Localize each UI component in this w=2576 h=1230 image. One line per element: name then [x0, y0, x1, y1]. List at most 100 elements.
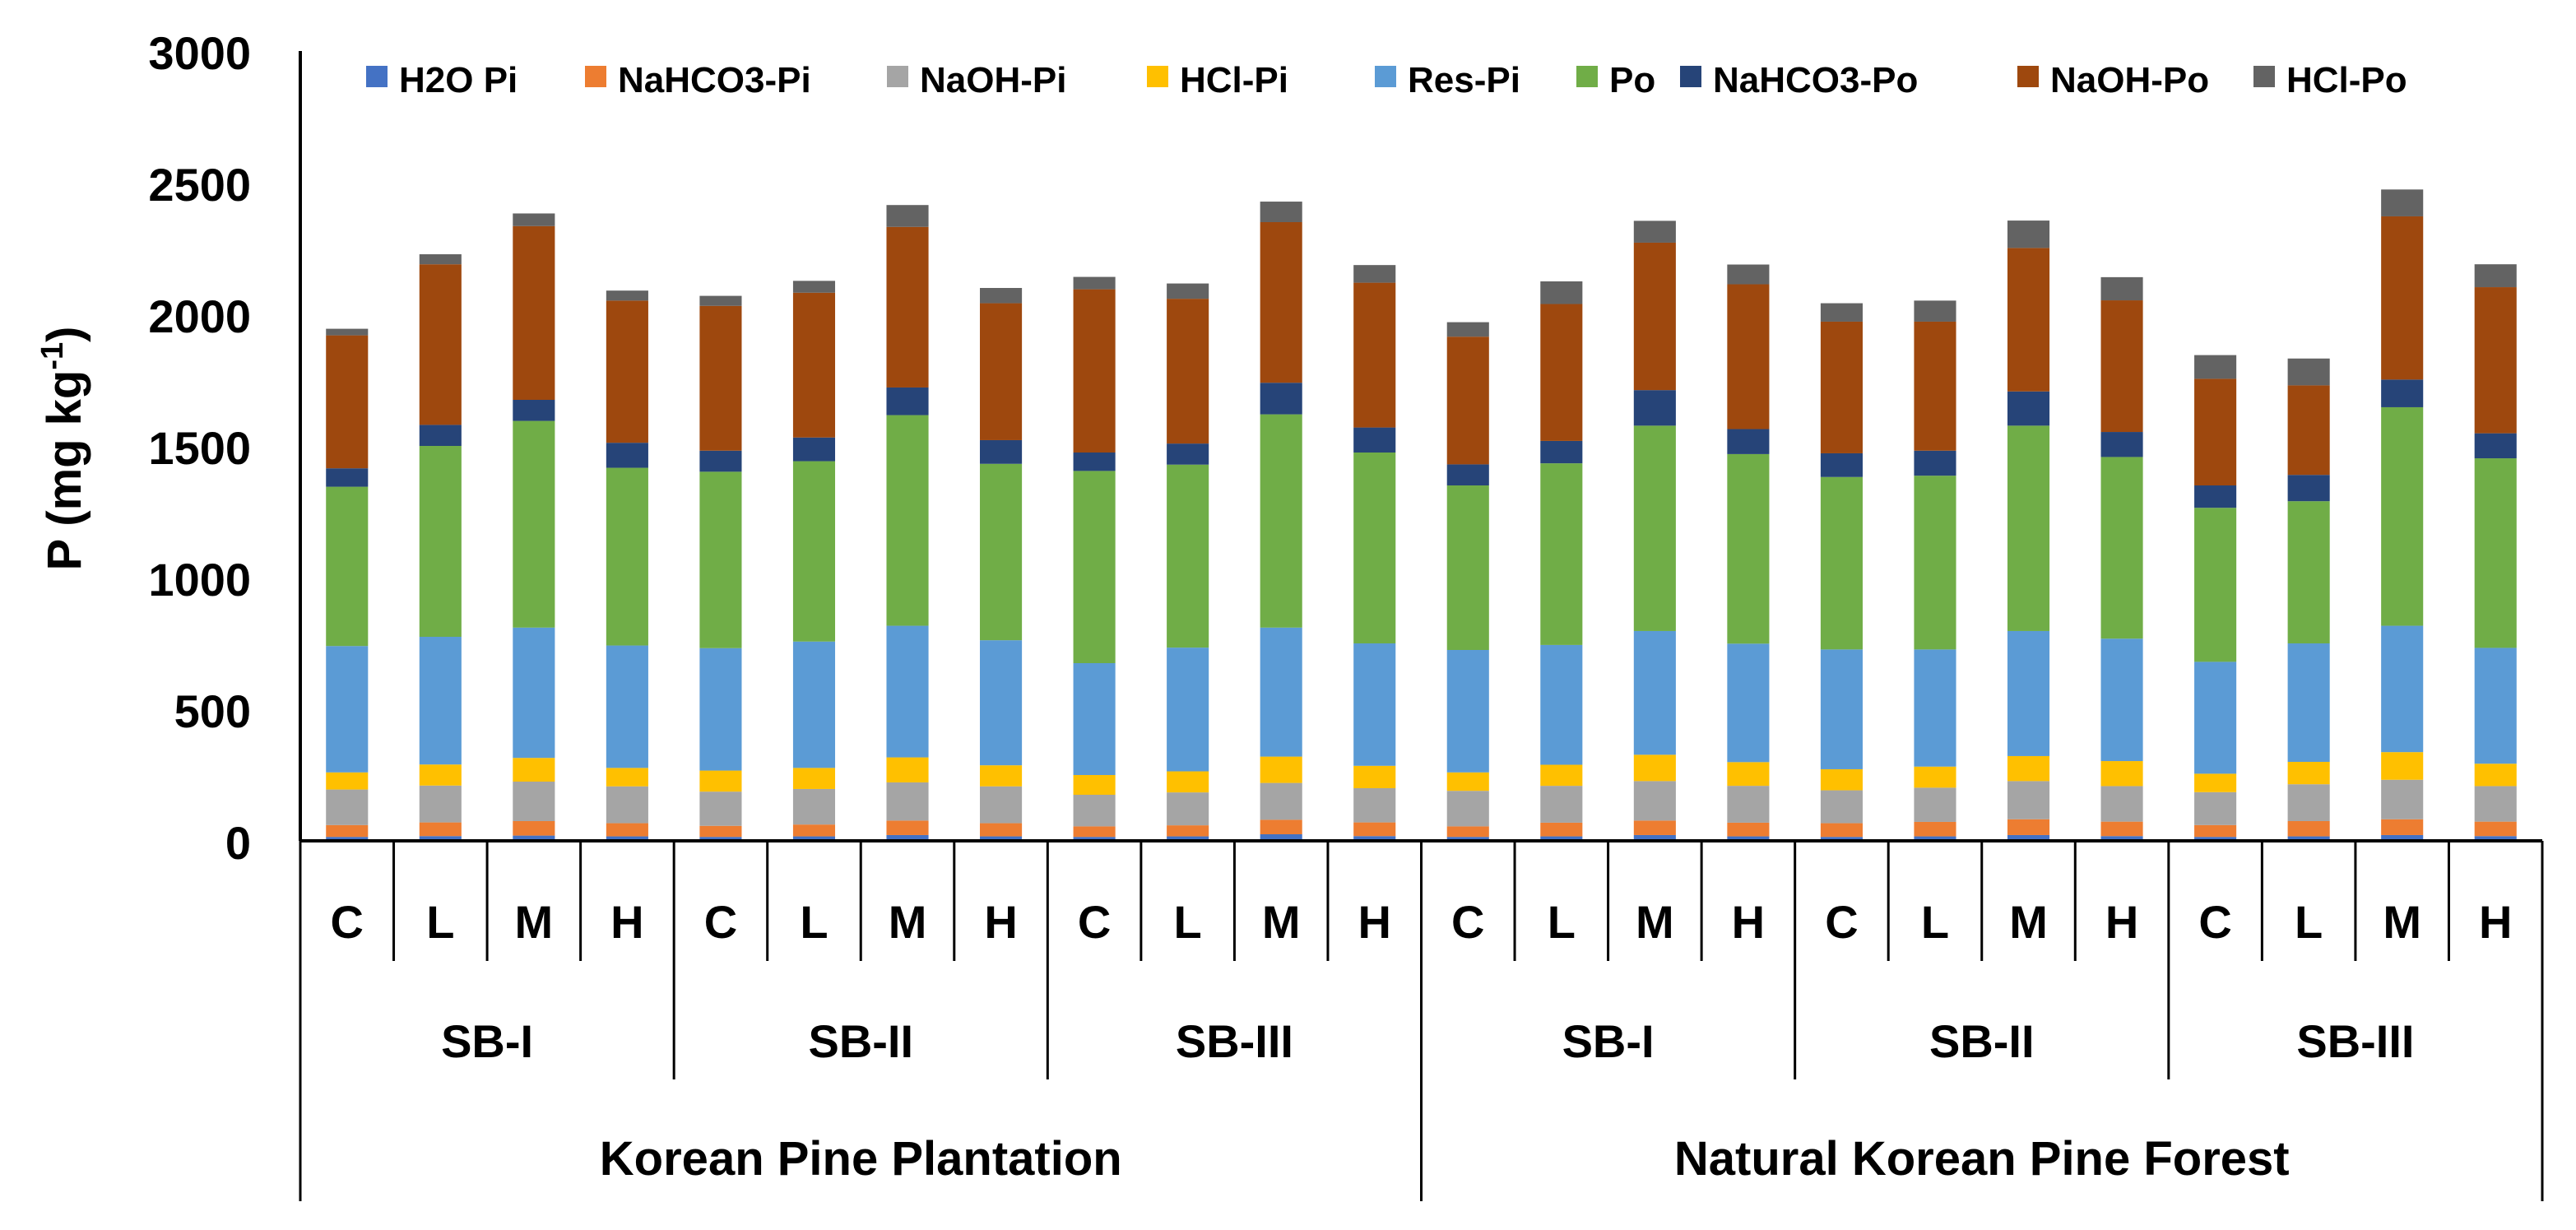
bar-segment: [886, 625, 929, 758]
bar-segment: [1727, 762, 1770, 787]
bar-segment: [1727, 643, 1770, 763]
bar-segment: [2287, 358, 2330, 386]
bar-segment: [2474, 264, 2517, 288]
bar-segment: [2007, 220, 2050, 248]
bar-segment: [1820, 321, 1863, 453]
bar-segment: [326, 772, 369, 790]
bar-segment: [2100, 821, 2143, 837]
bar-segment: [326, 328, 369, 336]
bar-segment: [1260, 222, 1302, 383]
bar-segment: [2100, 836, 2143, 841]
bar-segment: [2100, 276, 2143, 301]
bar-segment: [886, 834, 929, 841]
bar-segment: [513, 213, 555, 226]
bar-segment: [1446, 337, 1489, 465]
bar-segment: [2287, 836, 2330, 841]
y-axis-label-superscript: -1: [35, 342, 70, 370]
bar-segment: [2007, 781, 2050, 819]
x-tick-label-treatment: C: [1451, 896, 1484, 948]
bar-segment: [1353, 643, 1396, 766]
bar-segment: [1820, 837, 1863, 841]
bar-segment: [886, 205, 929, 227]
x-tick-label-treatment: L: [1174, 896, 1202, 948]
bar-segment: [1914, 476, 1956, 650]
bar-segment: [1446, 826, 1489, 838]
bar-segment: [2007, 425, 2050, 631]
bar-segment: [1633, 390, 1676, 426]
bar-segment: [792, 281, 836, 293]
x-tick-label-treatment: L: [426, 896, 454, 948]
legend-swatch: [585, 66, 606, 87]
bar-segment: [886, 415, 929, 626]
bar-segment: [513, 627, 555, 759]
bar-segment: [1167, 836, 1209, 841]
bar-segment: [2287, 385, 2330, 476]
x-tick-label-slope: SB-III: [2296, 1015, 2414, 1067]
bar-segment: [1914, 649, 1956, 767]
bar-segment: [792, 836, 836, 841]
bar-segment: [699, 837, 742, 841]
bar-segment: [980, 823, 1023, 837]
y-tick-label: 1000: [148, 554, 251, 606]
bar-segment: [2194, 773, 2237, 792]
bar-segment: [2194, 355, 2237, 379]
bar-segment: [792, 768, 836, 789]
bar-segment: [2474, 647, 2517, 764]
legend-entry-label: NaHCO3-Pi: [618, 60, 811, 100]
x-tick-label-treatment: C: [331, 896, 364, 948]
bar-segment: [1633, 834, 1676, 841]
bar-segment: [1353, 265, 1396, 283]
bar-segment: [2287, 784, 2330, 821]
bar-segment: [606, 836, 648, 841]
legend-swatch: [1147, 66, 1168, 87]
bar-segment: [2007, 755, 2050, 782]
bar-segment: [1914, 836, 1956, 841]
bar-segment: [2100, 761, 2143, 787]
bar-segment: [2100, 300, 2143, 433]
bar-segment: [886, 226, 929, 388]
bar-segment: [1540, 764, 1583, 787]
legend-swatch: [2253, 66, 2275, 87]
bar-segment: [326, 468, 369, 487]
bar-segment: [1820, 649, 1863, 769]
bar-segment: [1820, 476, 1863, 650]
bar-segment: [1820, 453, 1863, 477]
bar-segment: [2194, 791, 2237, 825]
x-tick-label-treatment: M: [1262, 896, 1301, 948]
bar-segment: [1353, 765, 1396, 788]
bar-segment: [1073, 663, 1116, 775]
bar-segment: [1727, 836, 1770, 841]
bar-segment: [1633, 820, 1676, 835]
x-tick-label-treatment: H: [2105, 896, 2138, 948]
bar-segment: [1073, 289, 1116, 453]
bar-segment: [1353, 822, 1396, 837]
bar-segment: [326, 824, 369, 838]
bar-segment: [1633, 754, 1676, 782]
bar-segment: [1073, 826, 1116, 838]
bar-segment: [2287, 821, 2330, 837]
bar-segment: [699, 305, 742, 451]
x-tick-label-treatment: H: [1358, 896, 1391, 948]
bar-segment: [2381, 834, 2424, 841]
bar-segment: [699, 295, 742, 306]
legend-swatch: [887, 66, 908, 87]
bar-segment: [1914, 787, 1956, 822]
bar-segment: [1260, 782, 1302, 820]
legend-entry-label: NaHCO3-Po: [1713, 60, 1918, 100]
bar-segment: [1073, 795, 1116, 827]
legend-swatch: [2017, 66, 2039, 87]
bar-segment: [699, 770, 742, 792]
x-tick-label-treatment: L: [2295, 896, 2323, 948]
bar-segment: [419, 836, 462, 841]
bar-segment: [1727, 264, 1770, 285]
y-axis: 0 500 1000 1500 2000 2500 3000: [148, 27, 302, 869]
y-axis-label: P (mg kg-1): [35, 327, 91, 571]
bar-segment: [606, 786, 648, 824]
bar-segment: [2194, 824, 2237, 838]
y-axis-label-main: P (mg kg: [38, 370, 91, 571]
bar-segment: [1446, 464, 1489, 485]
bar-segment: [980, 303, 1023, 440]
bar-segment: [606, 823, 648, 837]
bar-segment: [792, 437, 836, 462]
bar-segment: [2381, 379, 2424, 407]
